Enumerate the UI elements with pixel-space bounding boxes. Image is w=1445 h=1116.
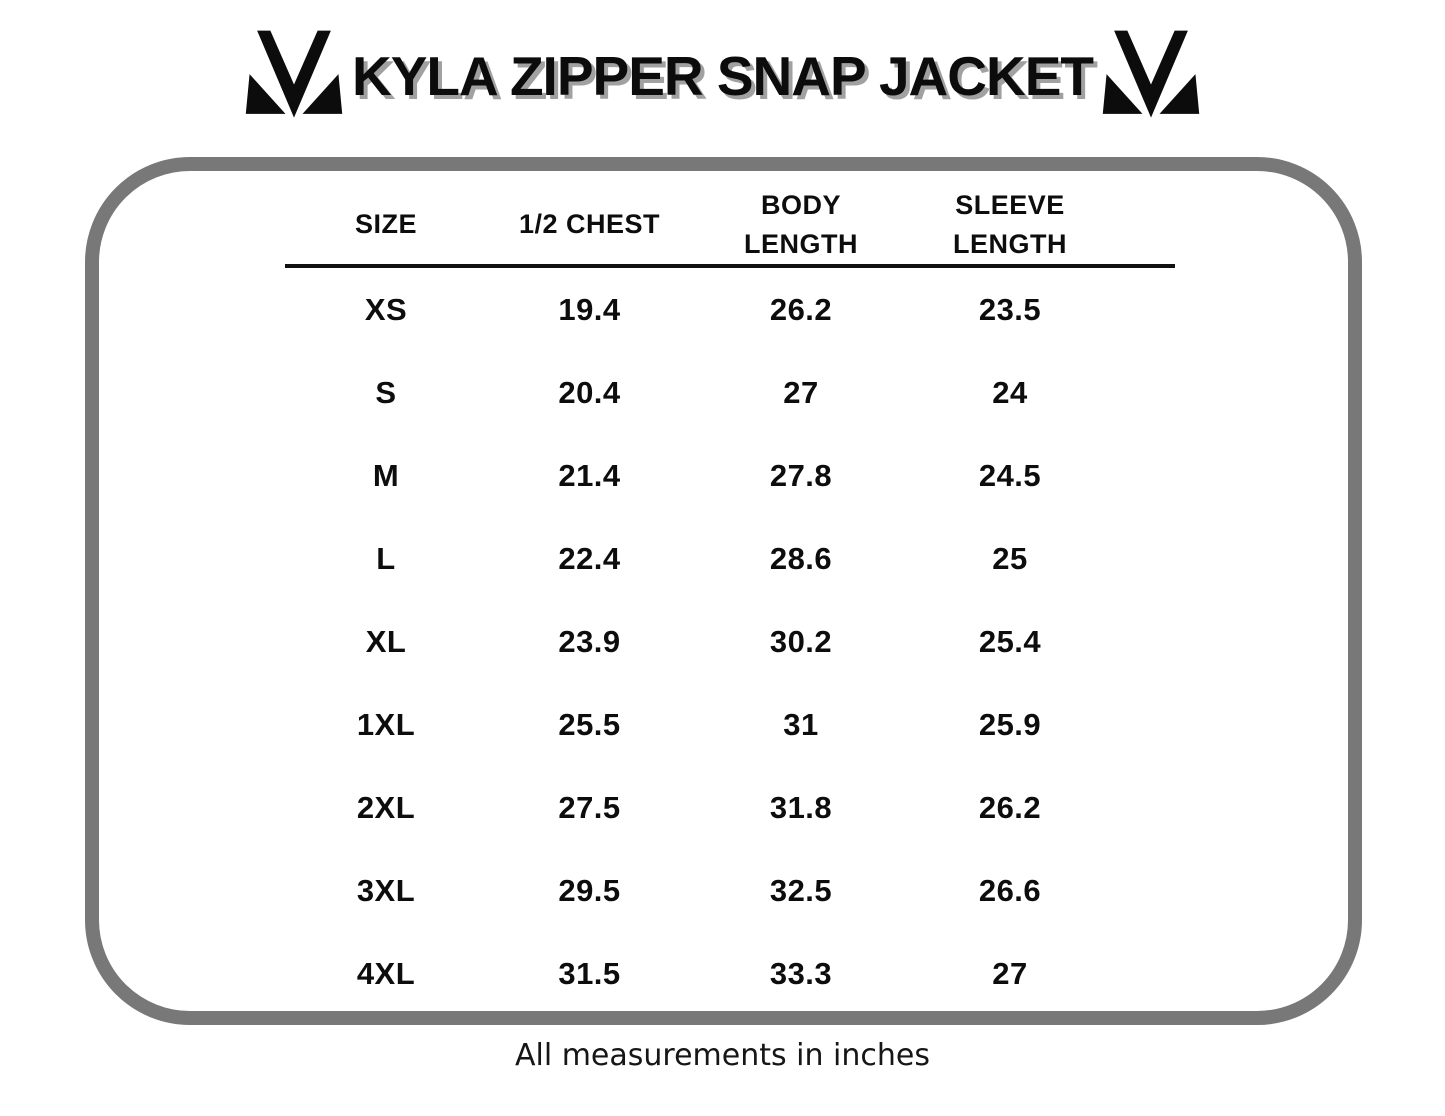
table-header-row: SIZE 1/2 CHEST BODY LENGTH SLEEVE LENGTH [285, 185, 1175, 264]
sleeve-cell: 26.6 [978, 872, 1042, 908]
header-divider [285, 264, 1175, 268]
brand-m-logo-icon [245, 30, 343, 118]
chest-cell: 19.4 [558, 291, 621, 327]
chest-cell: 20.4 [558, 374, 621, 410]
brand-m-logo-icon [1102, 30, 1200, 118]
size-table: SIZE 1/2 CHEST BODY LENGTH SLEEVE LENGTH… [285, 185, 1175, 1015]
body-cell: 27.8 [769, 457, 833, 493]
table-row: 2XL 27.5 31.8 26.2 [285, 766, 1175, 849]
table-row: M 21.4 27.8 24.5 [285, 434, 1175, 517]
column-header-chest: 1/2 CHEST [518, 209, 661, 240]
sleeve-cell: 24 [992, 374, 1028, 410]
footer-note: All measurements in inches [514, 1038, 931, 1073]
body-cell: 30.2 [769, 623, 833, 659]
sleeve-cell: 25.4 [978, 623, 1042, 659]
body-cell: 31.8 [769, 789, 833, 825]
chest-cell: 31.5 [558, 955, 621, 991]
table-row: XS 19.4 26.2 23.5 [285, 268, 1175, 351]
sleeve-cell: 23.5 [978, 291, 1042, 327]
table-row: 1XL 25.5 31 25.9 [285, 683, 1175, 766]
size-cell: S [375, 374, 397, 410]
size-cell: XL [365, 623, 407, 659]
size-cell: 1XL [356, 706, 416, 742]
table-row: 4XL 31.5 33.3 27 [285, 932, 1175, 1015]
chest-cell: 29.5 [558, 872, 621, 908]
size-cell: 3XL [356, 872, 416, 908]
sleeve-cell: 25 [992, 540, 1028, 576]
size-cell: M [372, 457, 400, 493]
column-header-body-length: BODY LENGTH [744, 190, 858, 259]
size-cell: 2XL [356, 789, 416, 825]
chest-cell: 21.4 [558, 457, 621, 493]
column-header-sleeve-length: SLEEVE LENGTH [953, 190, 1067, 259]
size-cell: XS [364, 291, 408, 327]
body-cell: 33.3 [769, 955, 833, 991]
column-header-size: SIZE [354, 209, 417, 240]
chest-cell: 25.5 [558, 706, 621, 742]
chest-cell: 27.5 [558, 789, 621, 825]
table-row: S 20.4 27 24 [285, 351, 1175, 434]
size-cell: L [376, 540, 396, 576]
chest-cell: 22.4 [558, 540, 621, 576]
table-row: L 22.4 28.6 25 [285, 517, 1175, 600]
body-cell: 26.2 [769, 291, 833, 327]
header: KYLA ZIPPER SNAP JACKET [0, 20, 1445, 132]
page-title: KYLA ZIPPER SNAP JACKET [351, 45, 1094, 107]
table-row: XL 23.9 30.2 25.4 [285, 600, 1175, 683]
sleeve-cell: 26.2 [978, 789, 1042, 825]
body-cell: 28.6 [769, 540, 833, 576]
table-row: 3XL 29.5 32.5 26.6 [285, 849, 1175, 932]
size-chart-panel [85, 157, 1362, 1025]
size-cell: 4XL [356, 955, 416, 991]
chest-cell: 23.9 [558, 623, 621, 659]
sleeve-cell: 27 [992, 955, 1028, 991]
body-cell: 27 [783, 374, 819, 410]
body-cell: 32.5 [769, 872, 833, 908]
body-cell: 31 [783, 706, 819, 742]
sleeve-cell: 25.9 [978, 706, 1042, 742]
sleeve-cell: 24.5 [978, 457, 1042, 493]
